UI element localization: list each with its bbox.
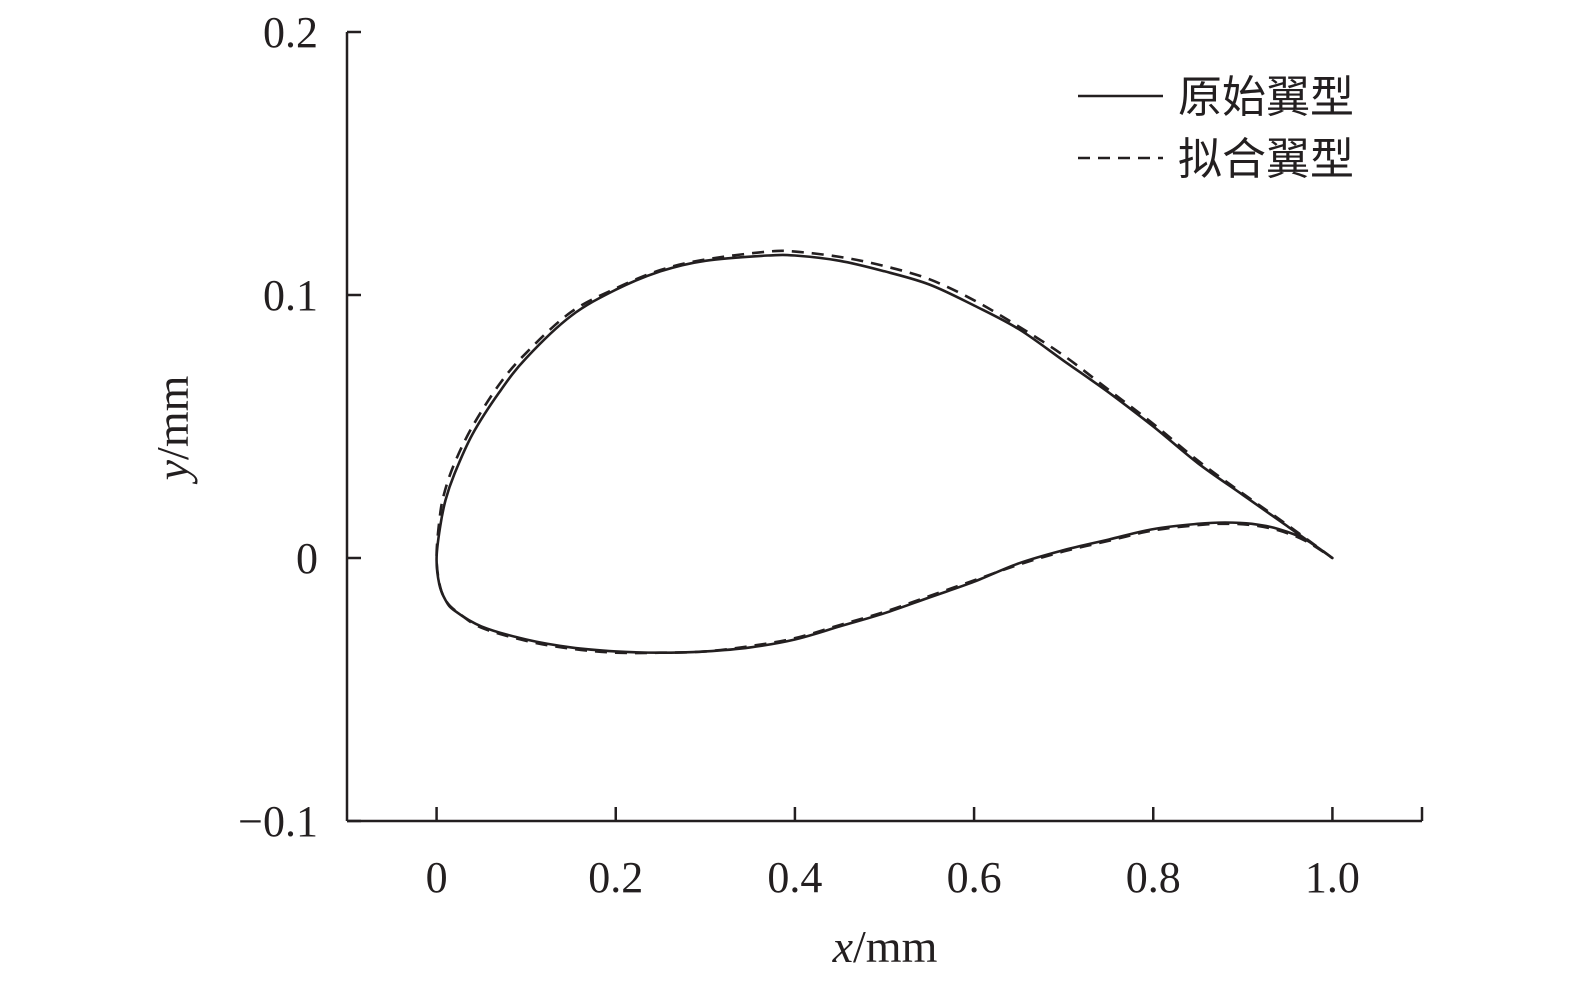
axes xyxy=(345,32,1422,823)
fitted-airfoil-line xyxy=(435,249,1334,655)
legend-label-original: 原始翼型 xyxy=(1178,72,1354,123)
x-tick-label: 0 xyxy=(426,853,448,902)
x-tick-label: 0.4 xyxy=(767,853,822,902)
y-tick-label: 0.1 xyxy=(263,271,318,320)
legend: 原始翼型 拟合翼型 xyxy=(1078,72,1354,185)
y-axis-variable: y xyxy=(147,459,198,484)
x-tick-label: 1.0 xyxy=(1305,853,1360,902)
x-tick-label: 0.8 xyxy=(1126,853,1181,902)
x-axis-title: x/mm xyxy=(832,921,938,972)
x-axis-variable: x xyxy=(832,921,854,972)
y-axis-unit: /mm xyxy=(147,375,198,460)
x-axis-unit: /mm xyxy=(853,921,938,972)
x-tick-label: 0.2 xyxy=(588,853,643,902)
tick-marks xyxy=(347,30,1424,823)
y-tick-label: 0.2 xyxy=(263,8,318,57)
y-axis-title: y/mm xyxy=(147,375,198,484)
y-tick-label: 0 xyxy=(296,534,318,583)
legend-label-fitted: 拟合翼型 xyxy=(1178,134,1354,185)
x-tick-label: 0.6 xyxy=(947,853,1002,902)
original-airfoil-line xyxy=(435,253,1334,654)
tick-labels: 0 0.2 0.4 0.6 0.8 1.0 −0.1 0 0.1 0.2 xyxy=(238,8,1360,902)
y-tick-label: −0.1 xyxy=(238,797,318,846)
series xyxy=(435,249,1334,655)
